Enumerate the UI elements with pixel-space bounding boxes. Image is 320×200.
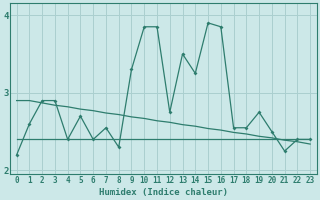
- X-axis label: Humidex (Indice chaleur): Humidex (Indice chaleur): [99, 188, 228, 197]
